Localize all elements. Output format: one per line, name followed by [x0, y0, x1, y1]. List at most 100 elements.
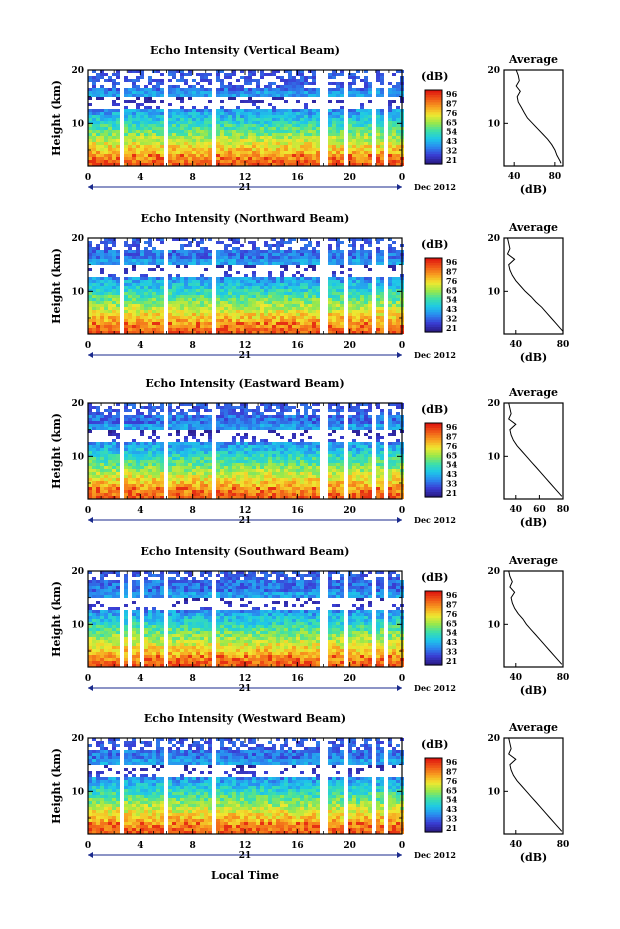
heatmap-cell: [144, 418, 148, 421]
heatmap-cell: [100, 271, 104, 274]
heatmap-cell: [316, 109, 320, 112]
heatmap-cell: [104, 298, 108, 301]
heatmap-cell: [204, 133, 208, 136]
heatmap-cell: [92, 490, 96, 493]
heatmap-cell: [252, 145, 256, 148]
heatmap-cell: [256, 124, 260, 127]
heatmap-cell: [196, 418, 200, 421]
heatmap-cell: [232, 73, 236, 76]
heatmap-cell: [128, 325, 132, 328]
heatmap-cell: [208, 322, 212, 325]
heatmap-cell: [184, 298, 188, 301]
heatmap-cell: [236, 247, 240, 250]
heatmap-cell: [184, 331, 188, 334]
heatmap-cell: [272, 124, 276, 127]
heatmap-cell: [108, 307, 112, 310]
heatmap-cell: [92, 496, 96, 499]
heatmap-cell: [396, 259, 400, 262]
heatmap-cell: [204, 298, 208, 301]
heatmap-cell: [132, 307, 136, 310]
heatmap-cell: [156, 106, 160, 109]
heatmap-cell: [236, 421, 240, 424]
heatmap-cell: [364, 136, 368, 139]
heatmap-cell: [292, 277, 296, 280]
heatmap-cell: [116, 286, 120, 289]
heatmap-cell: [328, 298, 332, 301]
heatmap-cell: [228, 244, 232, 247]
heatmap-cell: [364, 85, 368, 88]
heatmap-cell: [184, 94, 188, 97]
heatmap-cell: [364, 307, 368, 310]
heatmap-cell: [392, 256, 396, 259]
heatmap-cell: [124, 121, 128, 124]
heatmap-cell: [200, 406, 204, 409]
heatmap-cell: [364, 145, 368, 148]
heatmap-cell: [296, 304, 300, 307]
heatmap-cell: [180, 451, 184, 454]
x-tick-label: 0: [399, 173, 405, 183]
heatmap-cell: [100, 487, 104, 490]
heatmap-cell: [280, 163, 284, 166]
heatmap-cell: [268, 148, 272, 151]
heatmap-cell: [316, 118, 320, 121]
heatmap-cell: [124, 100, 128, 103]
heatmap-cell: [392, 145, 396, 148]
heatmap-cell: [92, 418, 96, 421]
heatmap-cell: [328, 91, 332, 94]
heatmap-cell: [360, 151, 364, 154]
heatmap-cell: [252, 112, 256, 115]
heatmap-cell: [360, 280, 364, 283]
heatmap-cell: [316, 94, 320, 97]
heatmap-cell: [312, 277, 316, 280]
heatmap-cell: [184, 283, 188, 286]
heatmap-cell: [340, 325, 344, 328]
heatmap-cell: [224, 445, 228, 448]
heatmap-cell: [116, 463, 120, 466]
heatmap-cell: [168, 451, 172, 454]
heatmap-cell: [188, 472, 192, 475]
heatmap-cell: [192, 142, 196, 145]
heatmap-cell: [148, 316, 152, 319]
heatmap-cell: [180, 412, 184, 415]
heatmap-cell: [220, 463, 224, 466]
heatmap-cell: [208, 112, 212, 115]
heatmap-cell: [88, 442, 92, 445]
heatmap-cell: [348, 154, 352, 157]
heatmap-cell: [332, 313, 336, 316]
heatmap-cell: [292, 304, 296, 307]
heatmap-cell: [288, 109, 292, 112]
heatmap-cell: [144, 313, 148, 316]
heatmap-cell: [296, 325, 300, 328]
heatmap-cell: [224, 94, 228, 97]
heatmap-cell: [104, 247, 108, 250]
heatmap-cell: [200, 322, 204, 325]
heatmap-cell: [352, 250, 356, 253]
heatmap-cell: [328, 121, 332, 124]
heatmap-cell: [172, 256, 176, 259]
heatmap-cell: [300, 85, 304, 88]
heatmap-cell: [116, 469, 120, 472]
heatmap-cell: [308, 94, 312, 97]
heatmap-cell: [252, 160, 256, 163]
average-profile-line: [506, 237, 564, 332]
heatmap-cell: [360, 79, 364, 82]
heatmap-cell: [288, 73, 292, 76]
heatmap-cell: [128, 442, 132, 445]
heatmap-cell: [172, 493, 176, 496]
heatmap-cell: [196, 466, 200, 469]
heatmap-cell: [288, 256, 292, 259]
heatmap-cell: [168, 472, 172, 475]
heatmap-cell: [160, 112, 164, 115]
heatmap-cell: [300, 280, 304, 283]
heatmap-cell: [280, 85, 284, 88]
heatmap-cell: [388, 139, 392, 142]
heatmap-cell: [264, 304, 268, 307]
heatmap-cell: [220, 328, 224, 331]
heatmap-cell: [244, 319, 248, 322]
heatmap-cell: [236, 490, 240, 493]
heatmap-cell: [184, 484, 188, 487]
heatmap-cell: [148, 490, 152, 493]
heatmap-cell: [148, 325, 152, 328]
heatmap-cell: [364, 322, 368, 325]
heatmap-cell: [176, 466, 180, 469]
